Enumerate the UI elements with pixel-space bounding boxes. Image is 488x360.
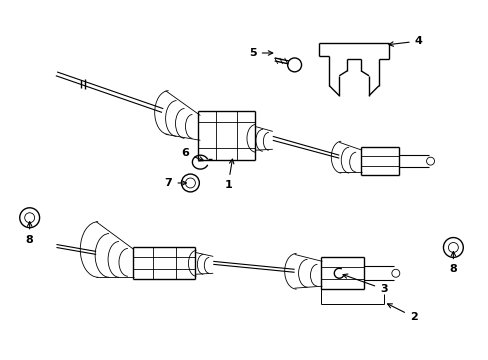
Text: 3: 3 [343,274,387,294]
Text: 7: 7 [164,178,186,188]
Text: 2: 2 [386,304,417,322]
Text: 8: 8 [26,222,34,244]
Text: 6: 6 [181,148,203,161]
Text: 8: 8 [448,252,456,274]
Text: 4: 4 [388,36,422,46]
Text: 1: 1 [224,159,233,190]
Text: 5: 5 [248,48,272,58]
